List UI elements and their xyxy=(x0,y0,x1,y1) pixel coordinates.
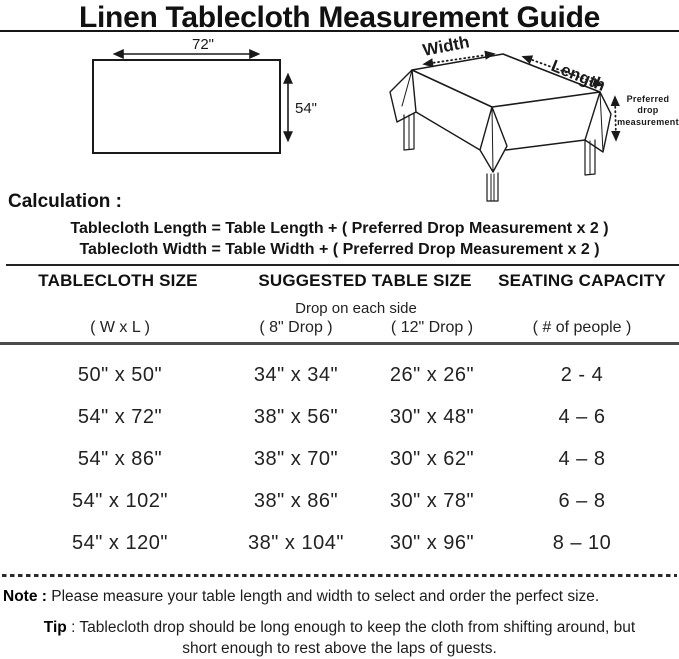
table-row: 50" x 50" 34" x 34" 26" x 26" 2 - 4 xyxy=(0,364,679,392)
note-label: Note : xyxy=(3,588,47,605)
table-size-12drop-value: 30" x 62" xyxy=(389,448,475,470)
table-size-8drop-value: 38" x 86" xyxy=(253,490,339,512)
width-label: Width xyxy=(421,32,471,60)
draped-table-illustration: Width Length Preferred drop measurement xyxy=(389,32,679,202)
table-size-12drop-value: 30" x 96" xyxy=(389,532,475,554)
bottom-dashed-divider xyxy=(2,574,677,577)
table-legs xyxy=(403,113,596,202)
tablecloth-rectangle xyxy=(92,59,281,154)
tablecloth-size-value: 50" x 50" xyxy=(77,364,163,386)
preferred-drop-label: Preferred drop measurement xyxy=(617,94,679,127)
seating-capacity-value: 2 - 4 xyxy=(560,364,604,386)
column-header-seating-capacity: SEATING CAPACITY xyxy=(498,271,666,290)
drop-dotted-arrow xyxy=(610,95,621,142)
page-title: Linen Tablecloth Measurement Guide xyxy=(79,1,600,34)
table-row: 54" x 86" 38" x 70" 30" x 62" 4 – 8 xyxy=(0,448,679,476)
table-top-divider xyxy=(6,264,679,266)
column-header-suggested-table-size: SUGGESTED TABLE SIZE xyxy=(258,271,472,290)
column-header-tablecloth-size: TABLECLOTH SIZE xyxy=(38,271,198,290)
length-dotted-arrow xyxy=(521,55,604,87)
tablecloth-size-value: 54" x 120" xyxy=(72,532,168,554)
table-size-8drop-value: 34" x 34" xyxy=(253,364,339,386)
tablecloth-size-value: 54" x 72" xyxy=(77,406,163,428)
table-row: 54" x 72" 38" x 56" 30" x 48" 4 – 6 xyxy=(0,406,679,434)
subheader-w-x-l: ( W x L ) xyxy=(90,319,150,336)
flat-tablecloth-diagram: 72" 54" xyxy=(92,36,317,154)
tablecloth-size-value: 54" x 102" xyxy=(72,490,168,512)
height-dimension-label: 54" xyxy=(295,100,317,117)
tip-label: Tip xyxy=(43,619,67,636)
seating-capacity-value: 8 – 10 xyxy=(552,532,612,554)
width-dotted-arrow xyxy=(422,50,496,68)
svg-text:measurement: measurement xyxy=(617,117,679,127)
width-dimension-label: 72" xyxy=(192,36,214,53)
seating-capacity-value: 4 – 8 xyxy=(558,448,606,470)
table-size-8drop-value: 38" x 70" xyxy=(253,448,339,470)
table-size-12drop-value: 26" x 26" xyxy=(389,364,475,386)
svg-text:Preferred: Preferred xyxy=(627,94,670,104)
seating-capacity-value: 4 – 6 xyxy=(558,406,606,428)
length-formula: Tablecloth Length = Table Length + ( Pre… xyxy=(70,220,609,237)
title-divider xyxy=(0,30,679,32)
table-size-12drop-value: 30" x 78" xyxy=(389,490,475,512)
table-size-8drop-value: 38" x 56" xyxy=(253,406,339,428)
table-row: 54" x 120" 38" x 104" 30" x 96" 8 – 10 xyxy=(0,532,679,560)
tip-text: Tip : Tablecloth drop should be long eno… xyxy=(43,619,636,657)
width-formula: Tablecloth Width = Table Width + ( Prefe… xyxy=(79,241,600,258)
svg-text:drop: drop xyxy=(637,105,658,115)
calculation-heading: Calculation : xyxy=(8,191,123,212)
table-size-8drop-value: 38" x 104" xyxy=(248,532,344,554)
subheader-12-inch-drop: ( 12" Drop ) xyxy=(390,319,474,336)
table-row: 54" x 102" 38" x 86" 30" x 78" 6 – 8 xyxy=(0,490,679,518)
subheader-8-inch-drop: ( 8" Drop ) xyxy=(259,319,333,336)
tablecloth-size-value: 54" x 86" xyxy=(77,448,163,470)
table-size-12drop-value: 30" x 48" xyxy=(389,406,475,428)
drop-on-each-side-note: Drop on each side xyxy=(295,300,417,317)
seating-capacity-value: 6 – 8 xyxy=(558,490,606,512)
table-header-divider xyxy=(0,342,679,345)
subheader-number-of-people: ( # of people ) xyxy=(532,319,632,336)
note-text: Note : Please measure your table length … xyxy=(3,588,600,605)
